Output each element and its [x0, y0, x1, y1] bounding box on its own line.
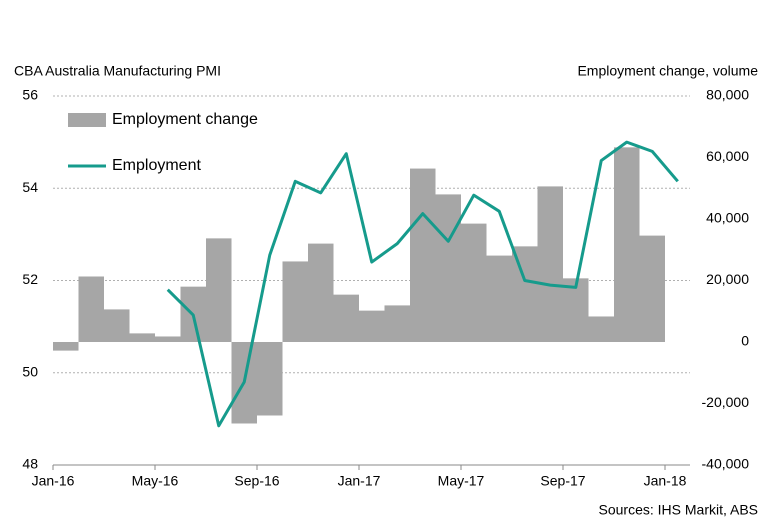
bar — [563, 278, 589, 342]
y-tick-label: 52 — [22, 271, 38, 287]
y2-tick-label: 0 — [741, 333, 749, 349]
bar — [384, 305, 410, 342]
bar — [359, 310, 385, 342]
x-tick-label: May-17 — [438, 473, 485, 489]
bar — [614, 147, 640, 342]
line — [166, 140, 679, 428]
legend-label: Employment — [112, 157, 201, 174]
y2-tick-label: 40,000 — [706, 210, 749, 226]
bar — [512, 246, 538, 342]
legend-label: Employment change — [112, 111, 258, 128]
bar — [410, 168, 436, 342]
bar — [588, 316, 614, 342]
bar — [486, 255, 512, 342]
source: Sources: IHS Markit, ABS — [599, 502, 759, 518]
bar — [155, 336, 181, 342]
bar — [333, 294, 359, 342]
bar — [206, 238, 232, 342]
bar — [282, 261, 308, 342]
x-tick-label: Sep-16 — [234, 473, 279, 489]
x-tick-label: May-16 — [132, 473, 179, 489]
bar — [257, 342, 283, 416]
bar — [461, 223, 487, 342]
x-tick-label: Jan-18 — [644, 473, 687, 489]
legend-swatch — [68, 113, 106, 127]
bar — [129, 333, 155, 342]
y2-tick-label: -40,000 — [702, 456, 750, 472]
bar — [53, 342, 79, 351]
bar — [308, 243, 334, 342]
x-tick-label: Sep-17 — [540, 473, 585, 489]
bar — [639, 235, 665, 342]
x-tick-label: Jan-16 — [32, 473, 75, 489]
y2-tick-label: 20,000 — [706, 271, 749, 287]
bar — [537, 186, 563, 342]
y-tick-label: 48 — [22, 456, 38, 472]
y2-tick-label: 80,000 — [706, 87, 749, 103]
y2-title: Employment change, volume — [577, 63, 758, 79]
y2-tick-label: 60,000 — [706, 148, 749, 164]
bar — [435, 194, 461, 342]
y-tick-label: 50 — [22, 363, 38, 379]
y-tick-label: 56 — [22, 87, 38, 103]
y2-tick-label: -20,000 — [702, 394, 750, 410]
bar — [104, 309, 130, 342]
chart-title: CBA Australia Manufacturing PMI — [14, 63, 221, 79]
y-tick-label: 54 — [22, 179, 38, 195]
x-tick-label: Jan-17 — [338, 473, 381, 489]
bar — [78, 276, 104, 342]
